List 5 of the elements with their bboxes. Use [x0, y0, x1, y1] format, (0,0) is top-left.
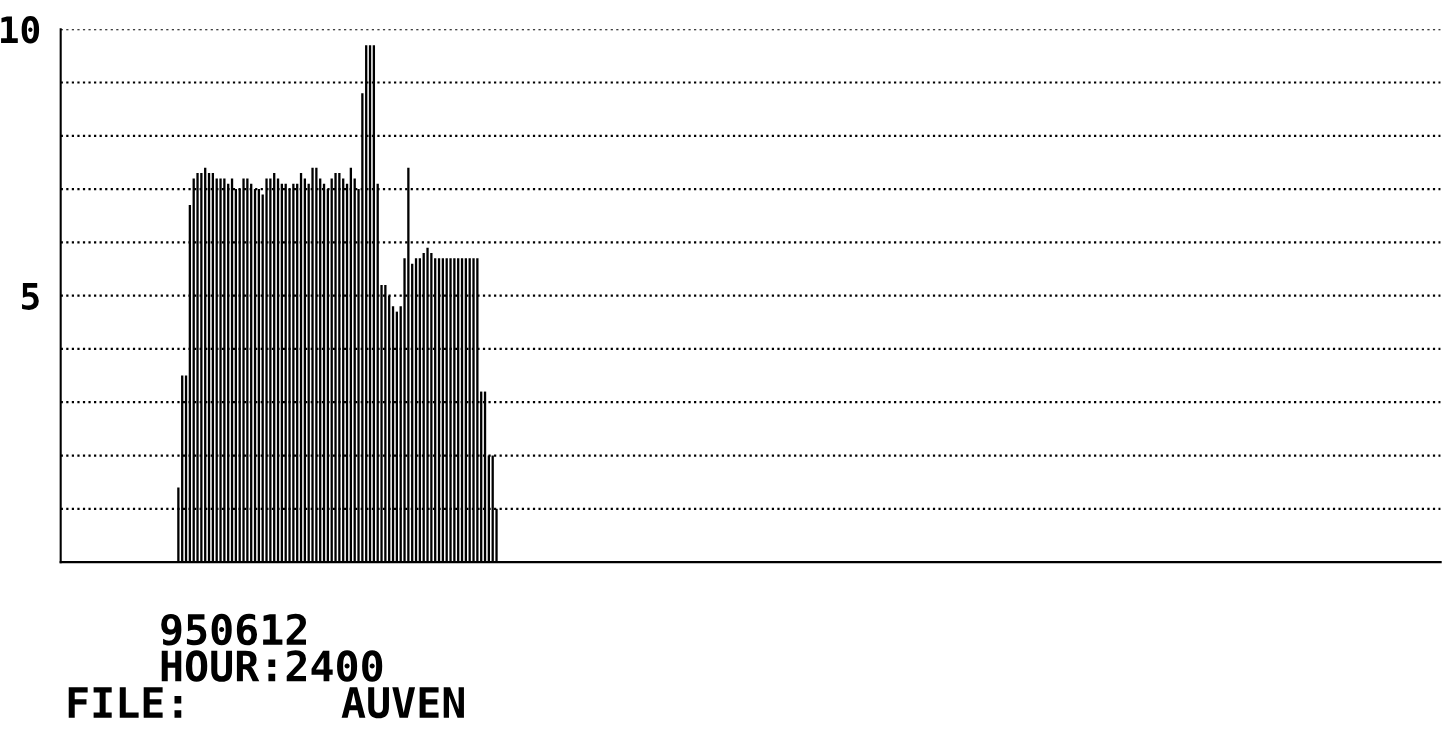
y-tick-label: 10	[1, 16, 40, 44]
text: FILE: AUVEN	[68, 687, 464, 719]
text: 950612	[161, 613, 306, 646]
text: HOUR:2400	[161, 650, 383, 682]
y-tick-label: 5	[22, 283, 39, 310]
